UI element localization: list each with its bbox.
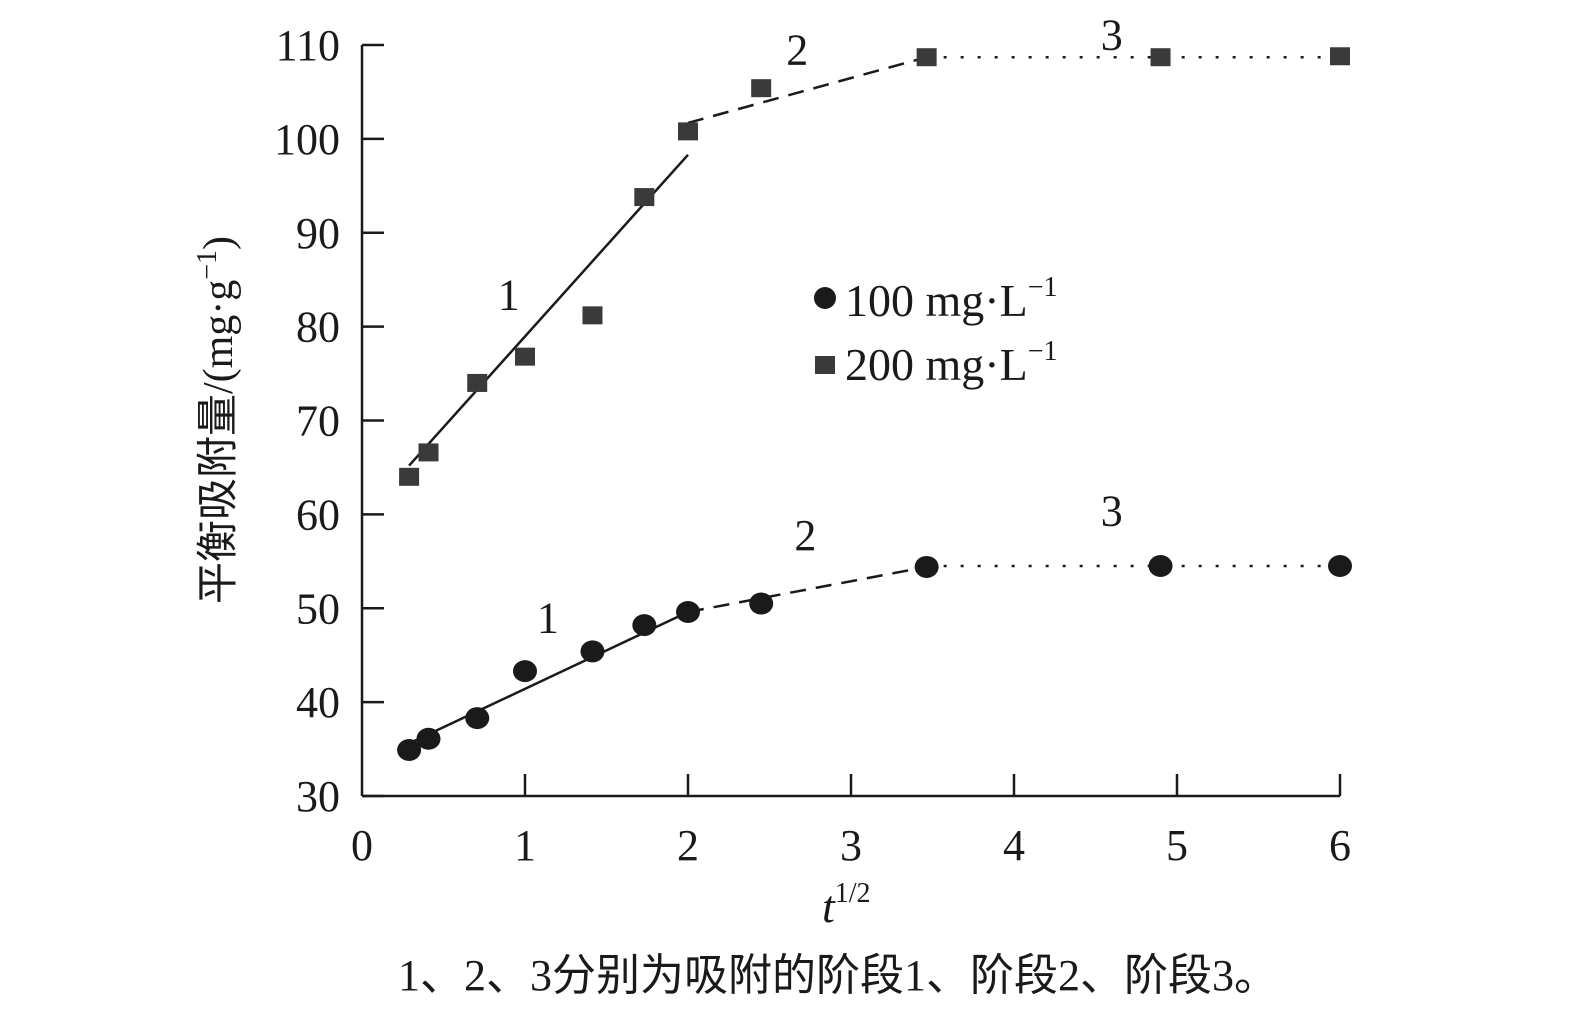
data-point-circle bbox=[632, 614, 657, 637]
data-point-circle bbox=[676, 601, 700, 624]
y-tick-label: 90 bbox=[296, 209, 340, 258]
stage-label: 1 bbox=[537, 594, 559, 643]
x-axis-label: t1/2 bbox=[822, 878, 871, 932]
data-point-square bbox=[916, 48, 937, 67]
fit-line-stage-2-square bbox=[687, 55, 927, 125]
data-point-square bbox=[1330, 47, 1350, 66]
legend-label-100: 100 mg·L−1 bbox=[845, 272, 1058, 326]
fit-line-stage-1-square bbox=[408, 153, 689, 467]
axes: 30 40 50 60 70 80 90 100 110 0 1 2 3 4 5 6 bbox=[274, 21, 1351, 870]
y-tick-label: 100 bbox=[274, 115, 340, 164]
stage-label: 2 bbox=[794, 511, 816, 560]
data-point-circle bbox=[397, 739, 422, 762]
data-point-circle bbox=[1328, 555, 1352, 578]
data-point-square bbox=[751, 79, 772, 98]
y-tick-label: 50 bbox=[296, 584, 340, 633]
data-point-square bbox=[678, 122, 698, 141]
data-point-square bbox=[418, 443, 439, 462]
fit-line-stage-2-circle bbox=[687, 565, 927, 614]
legend-label-200: 200 mg·L−1 bbox=[845, 336, 1058, 390]
y-tick-label: 70 bbox=[296, 397, 340, 446]
x-tick-label: 3 bbox=[840, 821, 862, 870]
x-tick-label: 2 bbox=[677, 821, 699, 870]
data-point-square bbox=[634, 188, 655, 207]
y-axis-label: 平衡吸附量/(mg·g−1) bbox=[192, 236, 242, 604]
stage-label: 3 bbox=[1101, 11, 1123, 60]
stage-label: 2 bbox=[786, 26, 808, 75]
y-tick-label: 30 bbox=[296, 772, 340, 821]
data-markers bbox=[397, 47, 1352, 762]
data-point-square bbox=[1150, 48, 1171, 67]
x-tick-label: 0 bbox=[351, 821, 373, 870]
stage-label: 3 bbox=[1101, 487, 1123, 536]
data-point-circle bbox=[1148, 555, 1173, 578]
stage-labels: 1 2 3 1 2 3 bbox=[498, 11, 1123, 643]
y-tick-label: 80 bbox=[296, 303, 340, 352]
x-tick-label: 1 bbox=[514, 821, 536, 870]
data-point-square bbox=[467, 373, 488, 392]
legend: 100 mg·L−1 200 mg·L−1 bbox=[814, 272, 1058, 390]
legend-marker-square bbox=[815, 356, 835, 374]
stage-label: 1 bbox=[498, 271, 520, 320]
x-tick-label: 5 bbox=[1166, 821, 1188, 870]
data-point-circle bbox=[416, 727, 441, 750]
data-point-circle bbox=[580, 640, 605, 663]
y-tick-label: 40 bbox=[296, 678, 340, 727]
data-point-square bbox=[582, 306, 603, 325]
y-tick-label: 60 bbox=[296, 490, 340, 539]
data-point-circle bbox=[513, 660, 537, 683]
legend-marker-circle bbox=[814, 287, 836, 309]
x-tick-label: 4 bbox=[1003, 821, 1025, 870]
figure-caption: 1、2、3分别为吸附的阶段1、阶段2、阶段3。 bbox=[398, 951, 1278, 1000]
data-point-square bbox=[399, 467, 420, 486]
data-point-square bbox=[515, 347, 535, 366]
y-tick-label: 110 bbox=[276, 21, 340, 70]
data-point-circle bbox=[914, 555, 939, 578]
data-point-circle bbox=[749, 592, 774, 615]
x-tick-label: 6 bbox=[1329, 821, 1351, 870]
data-point-circle bbox=[465, 707, 490, 730]
